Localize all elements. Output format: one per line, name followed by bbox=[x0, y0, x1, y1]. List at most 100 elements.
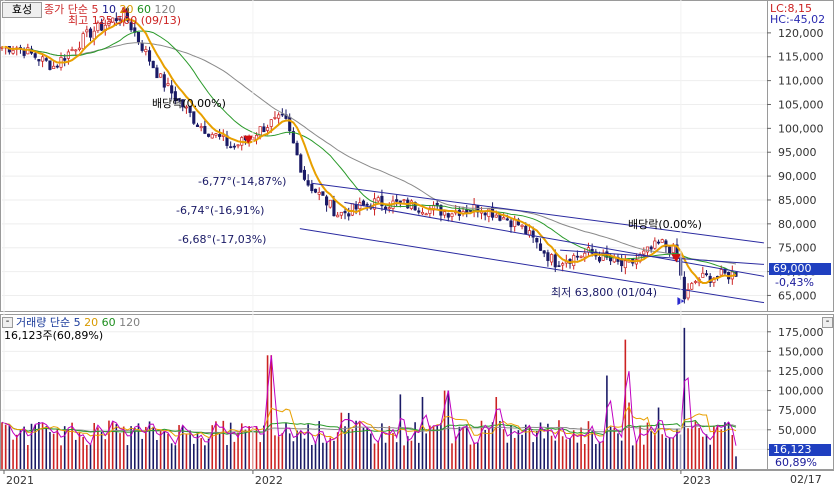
x-axis-ticks: 2021 2022 2023 bbox=[3, 0, 711, 487]
candle-body bbox=[653, 240, 657, 249]
candle-body bbox=[280, 113, 284, 116]
price-tick-label: 105,000 bbox=[778, 98, 824, 111]
candle-body bbox=[387, 207, 391, 210]
candle-body bbox=[218, 134, 222, 137]
current-price-box: 69,000 bbox=[769, 263, 831, 275]
legend-volume: 거래량 bbox=[16, 316, 47, 329]
legend-volume-ma5: 5 bbox=[73, 316, 81, 329]
candle-body bbox=[321, 191, 325, 196]
candle-body bbox=[550, 254, 554, 263]
candle-body bbox=[443, 211, 447, 216]
volume-panel-frame bbox=[0, 314, 834, 470]
candle-body bbox=[686, 288, 690, 299]
candle-body bbox=[214, 133, 218, 136]
legend-ma10: 10 bbox=[102, 3, 116, 16]
candle-body bbox=[502, 217, 506, 220]
current-volume-ratio: 60,89% bbox=[775, 456, 817, 469]
candle-body bbox=[402, 199, 406, 202]
candle-body bbox=[11, 50, 15, 54]
candle-body bbox=[100, 22, 104, 31]
dividend-annotation-1: 배당락(0.00%) bbox=[152, 97, 226, 110]
candle-body bbox=[181, 99, 185, 108]
candle-body bbox=[424, 213, 428, 216]
volume-value: 16,123주(60,89%) bbox=[4, 329, 104, 342]
candle-body bbox=[668, 246, 672, 254]
candle-body bbox=[74, 49, 78, 52]
candle-body bbox=[207, 133, 211, 137]
trend-channel-lines bbox=[299, 182, 765, 304]
price-moving-averages bbox=[1, 18, 737, 285]
candle-body bbox=[350, 203, 354, 216]
candle-body bbox=[166, 83, 170, 86]
candle-body bbox=[96, 22, 100, 32]
candle-body bbox=[664, 240, 668, 248]
candle-body bbox=[487, 208, 491, 217]
x-axis-end-label: 02/17 bbox=[790, 473, 822, 486]
candle-body bbox=[538, 243, 543, 251]
candle-body bbox=[649, 246, 653, 250]
trend-channel-line bbox=[311, 182, 765, 244]
candle-body bbox=[48, 60, 52, 70]
volume-ma20-line bbox=[1, 405, 737, 440]
candle-body bbox=[535, 238, 539, 243]
candle-body bbox=[332, 199, 336, 217]
legend-volume-ma60: 60 bbox=[101, 316, 116, 329]
candle-body bbox=[229, 146, 233, 148]
candle-body bbox=[468, 210, 472, 212]
candle-body bbox=[583, 252, 587, 258]
candle-body bbox=[509, 220, 513, 228]
candle-body bbox=[384, 206, 388, 210]
candle-body bbox=[177, 98, 181, 101]
candle-body bbox=[317, 191, 321, 195]
price-tick-label: 95,000 bbox=[778, 146, 817, 159]
candle-body bbox=[199, 126, 203, 129]
candle-body bbox=[52, 65, 56, 69]
legend-close: 종가 bbox=[44, 3, 65, 16]
candle-body bbox=[195, 124, 200, 127]
candle-body bbox=[170, 85, 174, 94]
candle-body bbox=[365, 203, 369, 206]
candle-body bbox=[203, 126, 207, 134]
legend-ma120: 120 bbox=[154, 3, 176, 16]
candle-body bbox=[531, 230, 535, 238]
stock-name-button[interactable]: 효성 bbox=[2, 2, 42, 18]
x-tick-label: 2023 bbox=[683, 474, 711, 487]
candle-body bbox=[33, 53, 37, 58]
candle-body bbox=[409, 200, 413, 209]
x-tick-label: 2022 bbox=[255, 474, 283, 487]
price-tick-label: 65,000 bbox=[778, 289, 817, 302]
candle-body bbox=[620, 259, 624, 267]
volume-tick-label: 175,000 bbox=[778, 326, 824, 339]
candle-body bbox=[291, 131, 295, 144]
candle-body bbox=[125, 8, 129, 21]
candle-body bbox=[690, 283, 694, 290]
candle-body bbox=[656, 241, 661, 244]
candle-body bbox=[446, 213, 450, 218]
price-axis-ticks: 120,000 115,000 110,000 105,000 100,000 95,00… bbox=[767, 27, 824, 302]
volume-panel-close-button[interactable]: - bbox=[822, 317, 833, 328]
volume-tick-label: 100,000 bbox=[778, 385, 824, 398]
trend-channel-line bbox=[344, 201, 765, 277]
legend-volume-simple: 단순 bbox=[49, 316, 71, 329]
low-annotation: 최저 63,800 (01/04) bbox=[551, 286, 658, 299]
price-tick-label: 110,000 bbox=[778, 75, 824, 88]
candle-body bbox=[395, 199, 399, 202]
candle-body bbox=[273, 117, 277, 119]
candle-body bbox=[450, 213, 454, 217]
candle-body bbox=[269, 119, 273, 127]
price-tick-label: 115,000 bbox=[778, 51, 824, 64]
volume-collapse-button[interactable]: - bbox=[2, 317, 13, 328]
candle-body bbox=[107, 21, 111, 26]
legend-ma5: 5 bbox=[91, 3, 99, 16]
candle-body bbox=[579, 255, 583, 258]
candle-body bbox=[192, 111, 196, 124]
candle-body bbox=[159, 73, 163, 78]
candle-body bbox=[597, 256, 602, 262]
candle-body bbox=[483, 212, 487, 216]
price-tick-label: 75,000 bbox=[778, 242, 817, 255]
legend-ma60: 60 bbox=[137, 3, 151, 16]
candle-body bbox=[354, 204, 358, 210]
hc-label: HC:-45,02 bbox=[770, 13, 826, 26]
candle-body bbox=[557, 265, 561, 268]
